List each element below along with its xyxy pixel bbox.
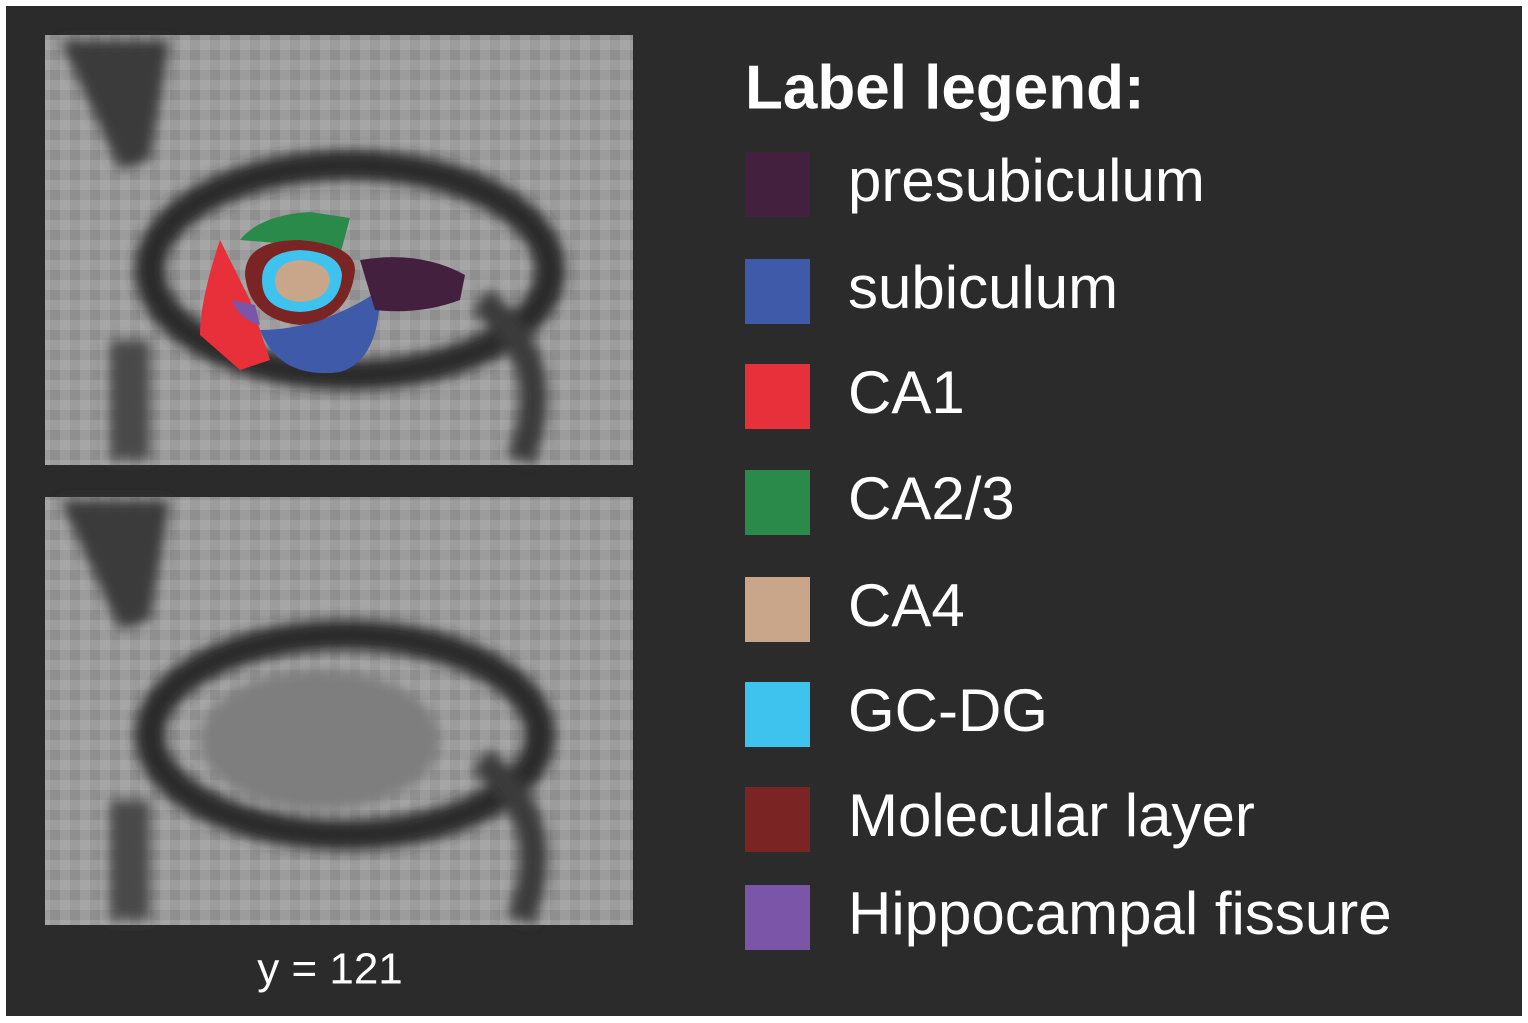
legend-label: CA4: [848, 572, 965, 639]
legend-swatch: [745, 787, 810, 852]
legend-label: presubiculum: [848, 147, 1205, 214]
segment: [360, 257, 465, 312]
legend-title: Label legend:: [745, 53, 1145, 122]
legend-label: GC-DG: [848, 677, 1048, 744]
mri-panel-bottom: [45, 497, 633, 926]
legend-swatch: [745, 577, 810, 642]
segment: [260, 290, 380, 374]
legend: presubiculum subiculum CA1 CA2/3 CA4 GC-DG Mol…: [745, 147, 1392, 950]
legend-label: subiculum: [848, 254, 1118, 321]
segment: [232, 300, 260, 325]
legend-swatch: [745, 152, 810, 217]
caption: y = 121: [257, 945, 403, 994]
legend-label: Hippocampal fissure: [848, 880, 1392, 947]
legend-swatch: [745, 259, 810, 324]
segment: [275, 260, 330, 302]
legend-swatch: [745, 682, 810, 747]
segmentation: [200, 212, 465, 374]
legend-label: CA2/3: [848, 465, 1015, 532]
legend-swatch: [745, 470, 810, 535]
legend-swatch: [745, 885, 810, 950]
legend-label: CA1: [848, 359, 965, 426]
legend-swatch: [745, 364, 810, 429]
mri-panel-top: [45, 35, 633, 466]
legend-label: Molecular layer: [848, 782, 1255, 849]
